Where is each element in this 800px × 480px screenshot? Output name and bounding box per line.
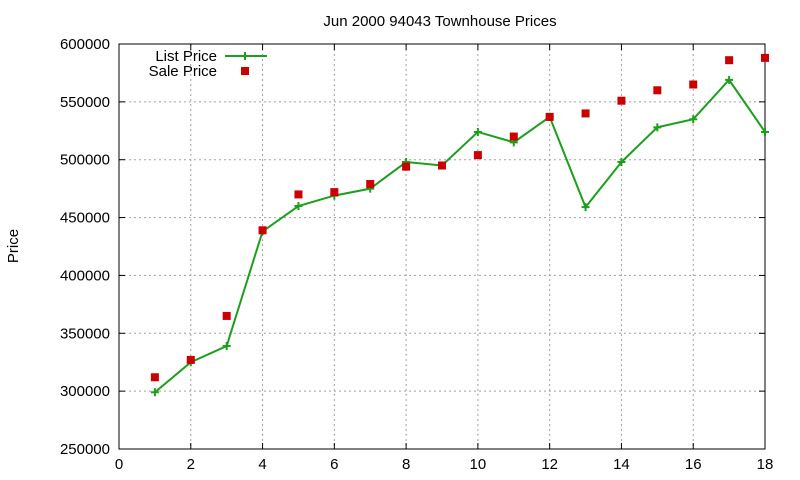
legend-label-list-price: List Price xyxy=(155,48,217,65)
grid xyxy=(119,44,765,449)
legend: List Price Sale Price xyxy=(149,48,267,80)
list-price-point xyxy=(617,158,626,167)
sale-price-point xyxy=(150,373,159,382)
list-price-point xyxy=(725,75,734,84)
list-price-point xyxy=(473,127,482,136)
y-tick-label: 300000 xyxy=(60,383,110,400)
sale-price-point xyxy=(653,86,662,95)
chart-title: Jun 2000 94043 Townhouse Prices xyxy=(323,13,556,30)
y-tick-label: 500000 xyxy=(60,152,110,169)
sale-price-point xyxy=(545,112,554,121)
x-tick-labels: 0 2 4 6 8 10 12 14 16 18 xyxy=(115,456,774,473)
list-price-point xyxy=(150,388,159,397)
y-tick-label: 400000 xyxy=(60,267,110,284)
list-price-point xyxy=(761,127,769,136)
x-tick-label: 8 xyxy=(402,456,410,473)
x-tick-label: 4 xyxy=(258,456,266,473)
y-tick-label: 550000 xyxy=(60,94,110,111)
y-tick-label: 350000 xyxy=(60,325,110,342)
list-price-point xyxy=(653,123,662,132)
sale-price-point xyxy=(509,132,518,141)
sale-price-point xyxy=(581,109,590,118)
x-tick-label: 14 xyxy=(613,456,630,473)
x-tick-label: 6 xyxy=(330,456,338,473)
y-tick-label: 450000 xyxy=(60,210,110,227)
sale-price-point xyxy=(330,188,339,197)
sale-price-point xyxy=(473,151,482,160)
x-tick-label: 18 xyxy=(757,456,774,473)
sale-price-point xyxy=(617,96,626,105)
y-axis-label: Price xyxy=(5,229,22,263)
axis-ticks xyxy=(118,43,766,450)
y-tick-labels: 250000 300000 350000 400000 450000 500000 5500… xyxy=(60,36,110,458)
legend-label-sale-price: Sale Price xyxy=(149,63,217,80)
x-tick-label: 16 xyxy=(685,456,702,473)
sale-price-point xyxy=(258,226,267,235)
list-price-point xyxy=(294,202,303,210)
series xyxy=(150,53,769,397)
y-tick-label: 250000 xyxy=(60,441,110,458)
y-tick-label: 600000 xyxy=(60,36,110,53)
series-line-list-price xyxy=(154,78,766,394)
legend-marker-list-price xyxy=(241,52,249,60)
sale-price-point xyxy=(689,80,698,89)
plot-frame xyxy=(118,43,766,450)
sale-price-point xyxy=(402,162,411,171)
sale-price-point xyxy=(438,161,446,170)
x-tick-label: 2 xyxy=(187,456,195,473)
sale-price-point xyxy=(725,56,734,65)
x-tick-label: 12 xyxy=(541,456,558,473)
sale-price-point xyxy=(222,311,231,320)
sale-price-point xyxy=(761,53,769,62)
sale-price-point xyxy=(294,190,303,199)
list-price-point xyxy=(689,115,698,124)
legend-marker-sale-price xyxy=(241,67,249,75)
x-tick-label: 10 xyxy=(470,456,487,473)
list-price-point xyxy=(222,342,231,351)
x-tick-label: 0 xyxy=(115,456,123,473)
sale-price-point xyxy=(366,180,375,189)
list-price-point xyxy=(581,203,590,212)
sale-price-point xyxy=(186,355,195,364)
